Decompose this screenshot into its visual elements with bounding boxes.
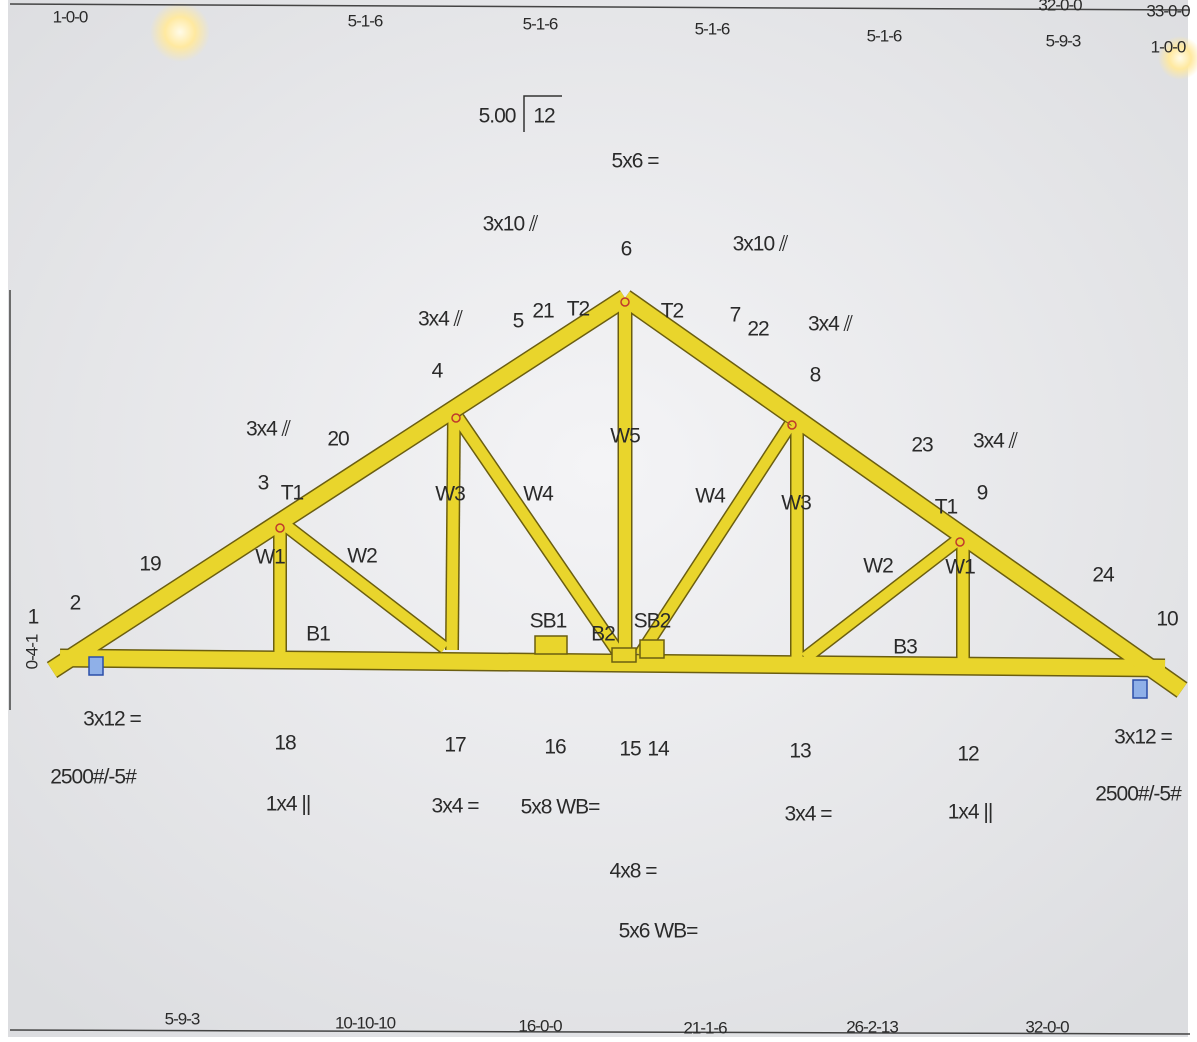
joint-label: 24 bbox=[1092, 564, 1115, 587]
member-label: W1 bbox=[255, 546, 285, 569]
member-label: W3 bbox=[435, 483, 465, 506]
bottom-dimension-label: 5-9-3 bbox=[165, 1009, 200, 1028]
member-label: SB2 bbox=[634, 610, 671, 633]
plate-label: 3x4 = bbox=[785, 803, 833, 826]
bottom-dimension-label: 16-0-0 bbox=[518, 1016, 562, 1035]
top-cumulative-label: 32-0-0 bbox=[1038, 0, 1082, 14]
light-glare bbox=[150, 2, 210, 62]
member-label: B1 bbox=[306, 623, 330, 646]
joint-label: 18 bbox=[274, 732, 296, 755]
plate-label: 5x6 WB= bbox=[619, 920, 699, 943]
joint-label: 7 bbox=[730, 304, 741, 327]
joint-label: 22 bbox=[747, 318, 769, 341]
top-dimension-label: 5-1-6 bbox=[695, 19, 730, 38]
member-label: W4 bbox=[695, 485, 726, 508]
joint-label: 16 bbox=[544, 736, 566, 759]
joint-label: 15 bbox=[619, 738, 641, 761]
joint-label: 20 bbox=[327, 428, 349, 451]
joint-label: 5 bbox=[513, 310, 524, 333]
member-label: T2 bbox=[661, 300, 684, 323]
member-label: W1 bbox=[945, 556, 975, 579]
bottom-dimension-label: 10-10-10 bbox=[335, 1013, 396, 1032]
plate-label: 3x4 ⫽ bbox=[246, 418, 292, 441]
member-label: SB1 bbox=[530, 610, 567, 633]
top-cumulative-label: 33-0-0 bbox=[1146, 1, 1190, 20]
plate-label: 3x4 ⫽ bbox=[418, 308, 464, 331]
truss-drawing: 1-0-0 5-1-6 5-1-6 5-1-6 5-1-6 5-9-3 1-0-0 32-0-… bbox=[0, 0, 1197, 1037]
top-dimension-label: 1-0-0 bbox=[53, 7, 88, 26]
joint-label: 14 bbox=[647, 738, 670, 761]
joint-label: 19 bbox=[139, 553, 161, 576]
joint-label: 2 bbox=[70, 592, 81, 615]
member bbox=[452, 415, 454, 650]
plate-label: 3x12 = bbox=[1114, 726, 1172, 749]
member-label: B3 bbox=[893, 636, 917, 659]
member-label: T2 bbox=[567, 298, 590, 321]
joint-label: 1 bbox=[28, 606, 39, 629]
joint-label: 3 bbox=[258, 472, 269, 495]
reaction-label: 2500#/-5# bbox=[1095, 783, 1182, 806]
plate-label: 5x8 WB= bbox=[521, 796, 601, 819]
joint-label: 8 bbox=[810, 364, 821, 387]
bottom-dimension-label: 32-0-0 bbox=[1025, 1017, 1069, 1036]
joint-label: 6 bbox=[621, 238, 632, 261]
pitch-rise: 5.00 bbox=[479, 105, 516, 128]
member-label: W2 bbox=[863, 555, 893, 578]
top-dimension-label: 5-9-3 bbox=[1046, 31, 1081, 50]
plate-label: 3x10 ⫽ bbox=[483, 213, 539, 236]
member-label: T1 bbox=[935, 496, 958, 519]
joint-label: 12 bbox=[957, 743, 979, 766]
member-label: W2 bbox=[347, 545, 377, 568]
joint-label: 23 bbox=[911, 434, 933, 457]
joint-label: 21 bbox=[532, 300, 554, 323]
bearing bbox=[1133, 680, 1147, 698]
reaction-label: 2500#/-5# bbox=[50, 766, 137, 789]
top-dimension-label: 5-1-6 bbox=[867, 26, 902, 45]
member-label: B2 bbox=[591, 623, 615, 646]
pitch-run: 12 bbox=[533, 105, 555, 128]
heel-height: 0-4-1 bbox=[22, 634, 41, 669]
plate-label: 5x6 = bbox=[612, 150, 660, 173]
plate-label: 3x10 ⫽ bbox=[733, 233, 789, 256]
plate bbox=[612, 648, 636, 662]
member-label: W4 bbox=[523, 483, 554, 506]
plate-label: 3x12 = bbox=[83, 708, 141, 731]
joint-label: 4 bbox=[432, 360, 444, 383]
plate-label: 3x4 ⫽ bbox=[973, 430, 1019, 453]
member-label: W5 bbox=[610, 425, 640, 448]
joint-label: 13 bbox=[789, 740, 811, 763]
bottom-dimension-label: 26-2-13 bbox=[846, 1017, 898, 1036]
plate bbox=[535, 636, 567, 654]
joint-label: 17 bbox=[444, 734, 466, 757]
plate bbox=[640, 640, 664, 658]
photo-background bbox=[8, 0, 1188, 1037]
bearing bbox=[89, 657, 103, 675]
bottom-dimension-label: 21-1-6 bbox=[683, 1018, 727, 1037]
plate-label: 1x4 || bbox=[948, 801, 993, 824]
member-label: W3 bbox=[781, 492, 811, 515]
plate-label: 3x4 = bbox=[432, 795, 480, 818]
plate-label: 1x4 || bbox=[266, 793, 311, 816]
plate-label: 3x4 ⫽ bbox=[808, 313, 854, 336]
top-dimension-label: 5-1-6 bbox=[348, 11, 383, 30]
joint-label: 9 bbox=[977, 482, 988, 505]
top-dimension-label: 5-1-6 bbox=[523, 14, 558, 33]
joint-label: 10 bbox=[1156, 608, 1178, 631]
member-label: T1 bbox=[281, 482, 304, 505]
top-dimension-label: 1-0-0 bbox=[1151, 37, 1186, 56]
plate-label: 4x8 = bbox=[610, 860, 658, 883]
